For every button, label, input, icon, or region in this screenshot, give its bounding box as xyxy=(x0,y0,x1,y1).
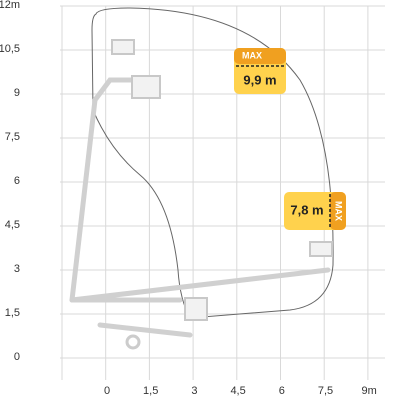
working-envelope xyxy=(91,7,334,319)
y-label: 6 xyxy=(14,175,20,187)
y-label: 7,5 xyxy=(5,131,20,143)
callout-tag: MAX xyxy=(334,201,344,221)
machine xyxy=(69,39,333,350)
y-label: 3 xyxy=(14,263,20,275)
y-label: 4,5 xyxy=(5,219,20,231)
y-label: 0 xyxy=(14,351,20,363)
y-label: 1,5 xyxy=(5,307,20,319)
callout-max-height: MAX 9,9 m xyxy=(234,48,286,94)
x-label: 9m xyxy=(362,385,377,397)
callout-value: 9,9 m xyxy=(243,72,276,87)
x-label: 7,5 xyxy=(318,385,333,397)
callout-tag: MAX xyxy=(242,50,262,60)
x-label: 0 xyxy=(104,385,110,397)
x-label: 1,5 xyxy=(143,385,158,397)
y-label: 10,5 xyxy=(0,43,20,55)
callout-value: 7,8 m xyxy=(290,202,323,217)
y-label: 9 xyxy=(14,87,20,99)
x-label: 4,5 xyxy=(230,385,245,397)
x-label: 3 xyxy=(191,385,197,397)
callout-max-reach: MAX 7,8 m xyxy=(284,192,346,230)
x-label: 6 xyxy=(279,385,285,397)
y-label: 12m xyxy=(0,0,20,11)
